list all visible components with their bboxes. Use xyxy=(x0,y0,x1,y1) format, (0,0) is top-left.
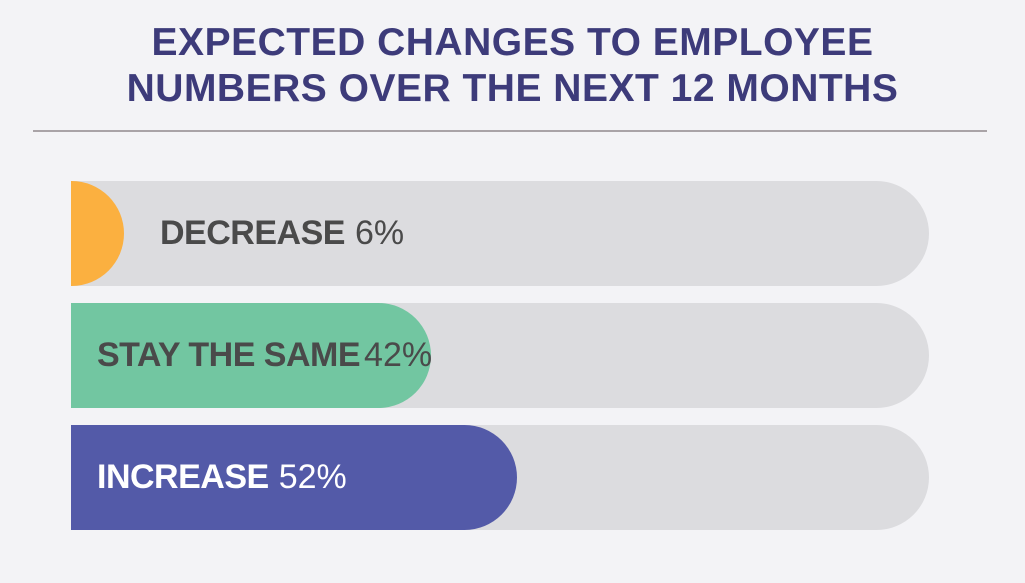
bar-text-decrease: DECREASE 6% xyxy=(160,181,404,286)
chart-title-line-1: EXPECTED CHANGES TO EMPLOYEE xyxy=(151,21,874,64)
category-label: STAY THE SAME xyxy=(97,336,361,374)
value-label: 42% xyxy=(364,336,433,374)
value-label: 52% xyxy=(278,458,347,496)
chart-title-line-2: NUMBERS OVER THE NEXT 12 MONTHS xyxy=(126,67,899,110)
bar-decrease xyxy=(71,181,124,286)
category-label: DECREASE xyxy=(160,214,345,252)
bar-track-stay-the-same: STAY THE SAME 42% xyxy=(71,303,929,408)
chart-title: EXPECTED CHANGES TO EMPLOYEE NUMBERS OVE… xyxy=(0,20,1025,112)
bar-text-stay-the-same: STAY THE SAME 42% xyxy=(97,303,432,408)
value-label: 6% xyxy=(354,214,405,252)
bar-increase xyxy=(71,425,518,530)
bar-text-increase: INCREASE 52% xyxy=(97,425,347,530)
bar-track-increase: INCREASE 52% xyxy=(71,425,929,530)
category-label: INCREASE xyxy=(97,458,269,496)
title-divider xyxy=(33,130,987,132)
bar-track-decrease: DECREASE 6% xyxy=(71,181,929,286)
bar-stay-the-same xyxy=(71,303,432,408)
